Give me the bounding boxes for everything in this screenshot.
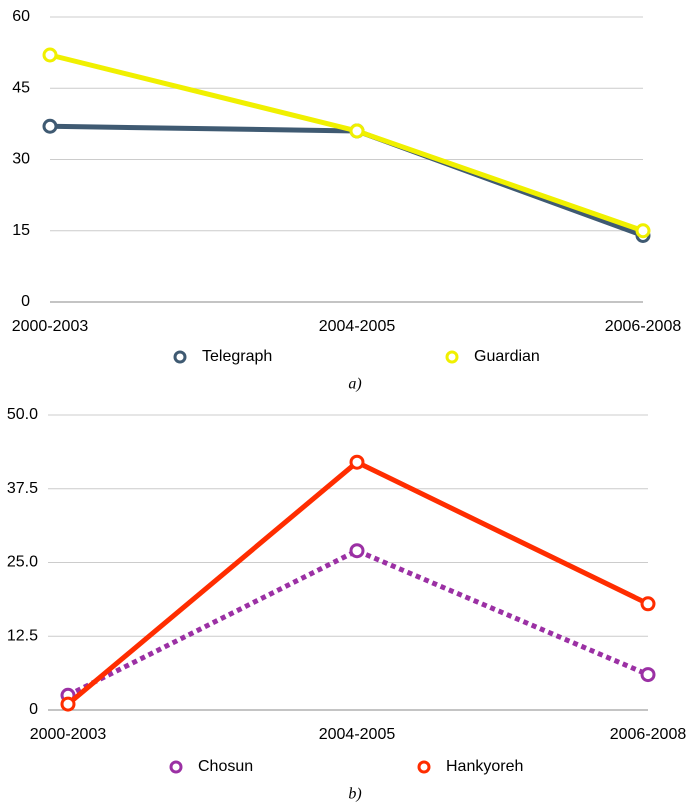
y-tick-label: 45 <box>12 79 30 96</box>
legend-marker <box>417 760 431 774</box>
legend-marker <box>445 350 459 364</box>
caption: a) <box>348 376 361 393</box>
y-tick-label: 60 <box>12 8 30 25</box>
series-line <box>66 459 650 707</box>
legend-label: Guardian <box>474 348 540 365</box>
data-point <box>640 596 656 612</box>
y-tick-label: 25.0 <box>7 554 38 571</box>
y-tick-label: 30 <box>12 151 30 168</box>
y-tick-label: 12.5 <box>7 627 38 644</box>
data-point <box>60 696 76 712</box>
data-point <box>349 123 365 139</box>
legend-label: Hankyoreh <box>446 758 523 775</box>
x-tick-label: 2004-2005 <box>319 726 396 743</box>
series-line <box>66 548 649 698</box>
data-point <box>42 47 58 63</box>
caption: b) <box>348 786 361 803</box>
y-tick-label: 50.0 <box>7 406 38 423</box>
legend-marker <box>173 350 187 364</box>
x-tick-label: 2006-2008 <box>610 726 687 743</box>
legend-label: Chosun <box>198 758 253 775</box>
data-point <box>640 667 656 683</box>
x-tick-label: 2000-2003 <box>12 318 89 335</box>
x-tick-label: 2006-2008 <box>605 318 682 335</box>
y-tick-label: 15 <box>12 222 30 239</box>
legend-label: Telegraph <box>202 348 272 365</box>
series-line <box>49 123 644 238</box>
data-point <box>349 454 365 470</box>
legend-marker <box>169 760 183 774</box>
x-tick-label: 2004-2005 <box>319 318 396 335</box>
y-tick-label: 0 <box>21 293 30 310</box>
y-tick-label: 0 <box>29 701 38 718</box>
data-point <box>349 543 365 559</box>
data-point <box>42 118 58 134</box>
y-tick-label: 37.5 <box>7 480 38 497</box>
data-point <box>635 223 651 239</box>
x-tick-label: 2000-2003 <box>30 726 107 743</box>
